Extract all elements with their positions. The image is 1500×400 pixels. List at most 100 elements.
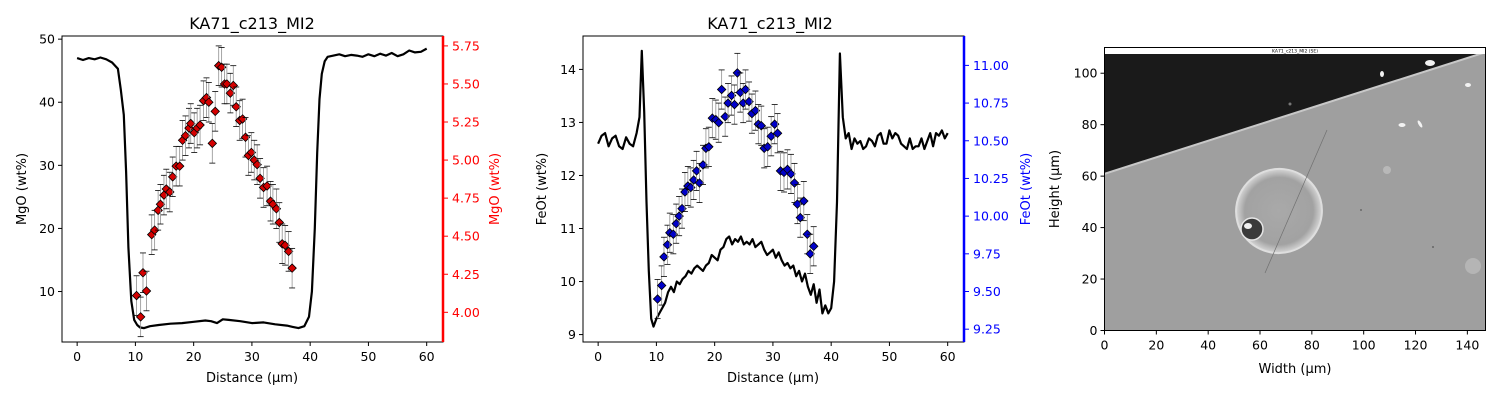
mgo-profile-line [76, 47, 428, 330]
y2-tick-label: 9.75 [973, 246, 1001, 261]
data-point [283, 231, 294, 272]
diamond-marker [656, 280, 667, 291]
y2-tick-label: 5.25 [452, 115, 480, 130]
grain-2 [1383, 166, 1391, 174]
grain-1 [1465, 258, 1481, 274]
x-tick-label: 30 [765, 349, 781, 364]
data-point [704, 126, 714, 167]
data-point [762, 126, 773, 167]
sem-axes-frame [1104, 47, 1486, 331]
diamond-marker [222, 79, 232, 89]
feo-panel: KA71_c213_MI2 0 10 20 30 40 50 60 91011121314 … [535, 14, 1034, 386]
y-tick-label: 40 [1082, 220, 1098, 235]
x-tick-label: 0 [1101, 338, 1109, 353]
x-tick-label: 40 [1200, 338, 1216, 353]
y-tick-label: 20 [1082, 272, 1098, 287]
feo-y2-axis-label: FeOt (wt%) [1019, 153, 1034, 225]
diamond-marker [799, 196, 809, 206]
feo-y2-ticks: 9.25 9.50 9.75 10.00 10.25 10.50 10.75 11.00 [964, 58, 1009, 337]
data-point [723, 83, 733, 124]
x-tick-label: 100 [1352, 338, 1376, 353]
diamond-marker [704, 142, 714, 152]
crystal-speck-3 [1465, 83, 1471, 87]
x-tick-label: 20 [1148, 338, 1164, 353]
diamond-marker [766, 131, 776, 142]
sem-title-strip [1104, 47, 1486, 54]
data-point [665, 212, 675, 253]
x-tick-label: 40 [823, 349, 839, 364]
data-point [756, 105, 767, 146]
data-point [799, 181, 809, 222]
y2-tick-label: 9.25 [973, 322, 1001, 337]
y2-tick-label: 11.00 [973, 58, 1009, 73]
sem-panel: KA71_c213_MI2 (SE) 0 20 40 60 80 100 120 140 0 2… [1048, 47, 1486, 377]
x-tick-label: 50 [360, 349, 376, 364]
data-point [228, 65, 239, 106]
data-point [185, 103, 196, 144]
diamond-marker [210, 106, 220, 117]
grain-5 [1360, 209, 1362, 211]
y-tick-label: 10 [39, 284, 55, 299]
mgo-y2-ticks: 4.00 4.25 4.50 4.75 5.00 5.25 5.50 5.75 [443, 38, 480, 320]
y2-tick-label: 4.00 [452, 305, 480, 320]
diamond-marker [789, 178, 800, 188]
y2-tick-label: 5.50 [452, 76, 480, 91]
data-point [808, 226, 819, 267]
data-point [255, 158, 265, 199]
mgo-x-ticks: 0 10 20 30 40 50 60 [73, 342, 435, 364]
data-point [274, 202, 285, 243]
x-tick-label: 40 [302, 349, 318, 364]
diamond-marker [228, 80, 239, 91]
x-tick-label: 80 [1304, 338, 1320, 353]
y-tick-label: 11 [560, 221, 576, 236]
diamond-marker [141, 286, 152, 296]
sem-image-title: KA71_c213_MI2 (SE) [1272, 49, 1318, 55]
x-tick-label: 20 [707, 349, 723, 364]
data-point [674, 196, 684, 237]
data-point [713, 102, 724, 143]
diamond-marker [795, 212, 806, 223]
data-point [180, 115, 191, 156]
transect-line [1264, 129, 1328, 274]
feo-y-axis-label: FeOt (wt%) [535, 153, 550, 225]
y-tick-label: 80 [1082, 117, 1098, 132]
data-point [135, 296, 146, 338]
diamond-marker [131, 290, 142, 301]
diamond-marker [786, 169, 796, 179]
diamond-marker [287, 263, 297, 273]
data-point [786, 153, 796, 194]
data-point [262, 165, 272, 207]
x-tick-label: 60 [419, 349, 435, 364]
y2-tick-label: 10.00 [973, 209, 1009, 224]
data-point [237, 98, 248, 140]
data-point [146, 214, 157, 255]
profile-line [76, 47, 428, 330]
data-point [716, 69, 727, 110]
x-tick-label: 50 [881, 349, 897, 364]
diamond-marker [207, 138, 218, 149]
data-point [167, 156, 178, 198]
diamond-marker [723, 98, 733, 108]
sem-y-ticks: 0 20 40 60 80 100 [1074, 66, 1105, 338]
diamond-marker [167, 172, 178, 182]
data-point [656, 265, 667, 306]
y2-tick-label: 5.75 [452, 38, 480, 53]
feo-chart-title: KA71_c213_MI2 [707, 14, 833, 34]
y-tick-label: 12 [560, 168, 576, 183]
data-point [138, 252, 148, 293]
mgo-y-axis-label: MgO (wt%) [15, 153, 30, 225]
inclusion-bubble [1240, 217, 1264, 241]
y2-tick-label: 9.50 [973, 284, 1001, 299]
y-tick-label: 9 [568, 327, 576, 342]
y2-tick-label: 4.75 [452, 191, 480, 206]
y-tick-label: 0 [1090, 323, 1098, 338]
diamond-marker [805, 249, 815, 259]
mgo-y-ticks: 10 20 30 40 50 [39, 32, 62, 299]
diamond-marker [694, 178, 705, 188]
data-point [204, 82, 214, 123]
data-point [769, 104, 780, 145]
diamond-marker [155, 199, 166, 209]
mgo-panel: KA71_c213_MI2 0 10 20 30 40 50 60 10 20 30 40 50 4… [15, 14, 503, 386]
x-tick-label: 60 [1252, 338, 1268, 353]
crystal-speck-5 [1425, 60, 1435, 66]
